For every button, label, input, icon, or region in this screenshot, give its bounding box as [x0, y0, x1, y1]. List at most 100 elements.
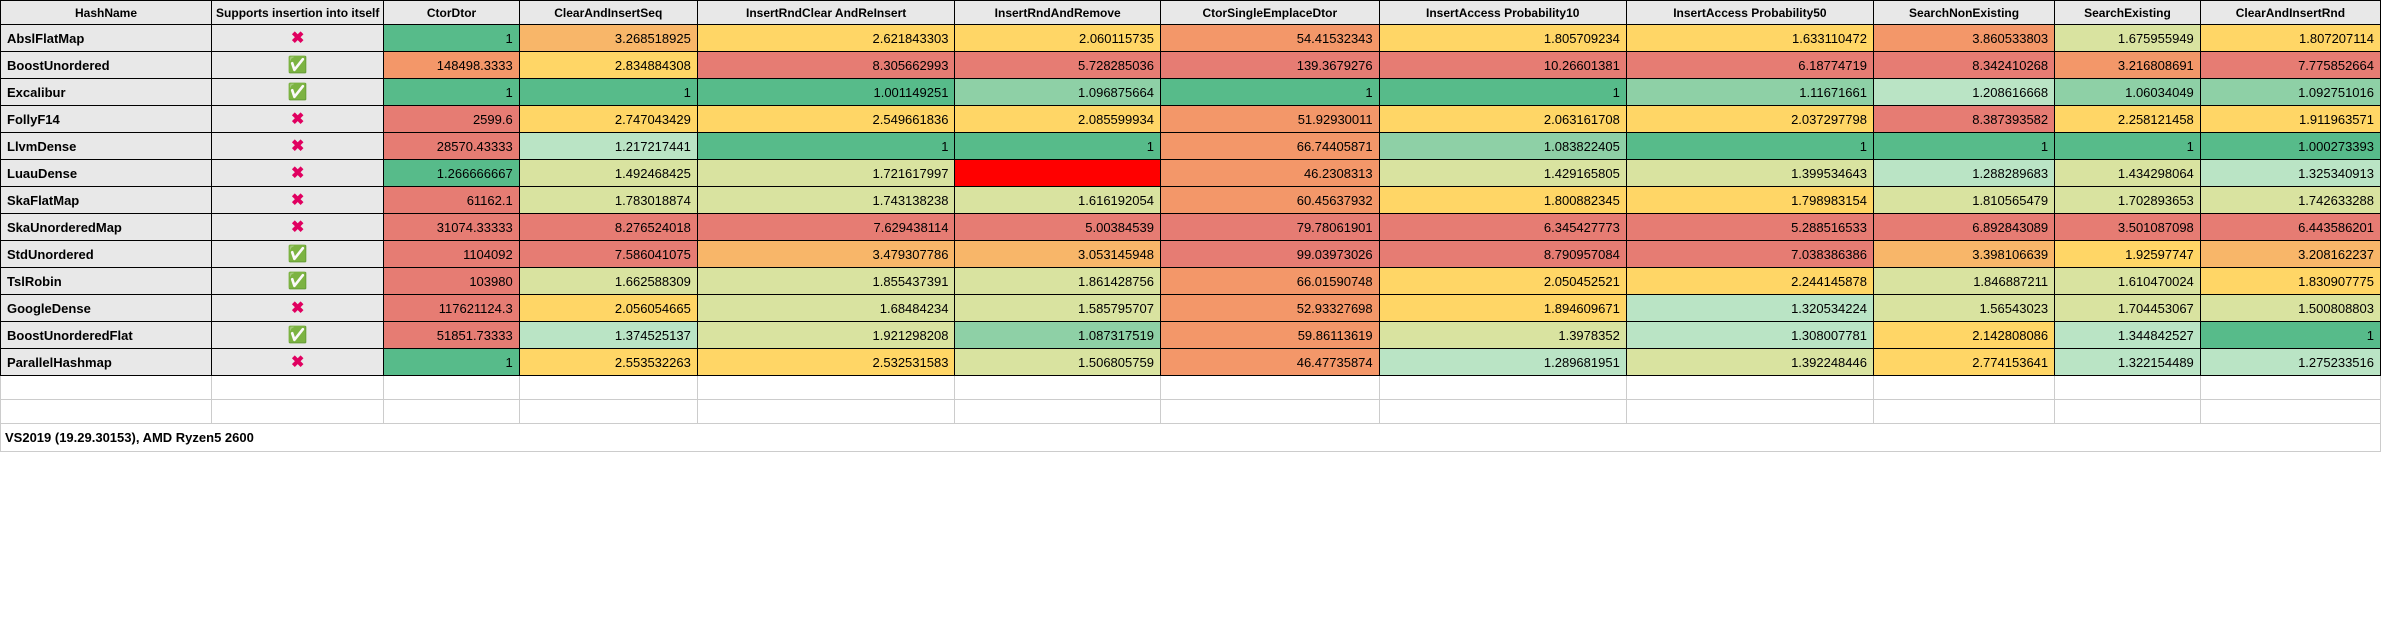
- value-cell[interactable]: 1: [384, 349, 519, 376]
- value-cell[interactable]: 1: [955, 133, 1161, 160]
- value-cell[interactable]: 1104092: [384, 241, 519, 268]
- hashname-cell[interactable]: ParallelHashmap: [1, 349, 212, 376]
- value-cell[interactable]: 1.320534224: [1626, 295, 1873, 322]
- col-searchnon[interactable]: SearchNonExisting: [1873, 1, 2054, 25]
- value-cell[interactable]: 2.060115735: [955, 25, 1161, 52]
- value-cell[interactable]: 2599.6: [384, 106, 519, 133]
- value-cell[interactable]: 7.629438114: [697, 214, 955, 241]
- value-cell[interactable]: 10.26601381: [1379, 52, 1626, 79]
- value-cell[interactable]: 2.037297798: [1626, 106, 1873, 133]
- value-cell[interactable]: 59.86113619: [1160, 322, 1379, 349]
- value-cell[interactable]: 1.861428756: [955, 268, 1161, 295]
- value-cell[interactable]: 1.742633288: [2200, 187, 2380, 214]
- value-cell[interactable]: 2.244145878: [1626, 268, 1873, 295]
- value-cell[interactable]: 1.810565479: [1873, 187, 2054, 214]
- value-cell[interactable]: 1.083822405: [1379, 133, 1626, 160]
- value-cell[interactable]: 1.289681951: [1379, 349, 1626, 376]
- col-ctorsingleemplace[interactable]: CtorSingleEmplaceDtor: [1160, 1, 1379, 25]
- value-cell[interactable]: 51851.73333: [384, 322, 519, 349]
- value-cell[interactable]: 1: [2055, 133, 2201, 160]
- value-cell[interactable]: 3.398106639: [1873, 241, 2054, 268]
- value-cell[interactable]: 1.087317519: [955, 322, 1161, 349]
- value-cell[interactable]: 1.846887211: [1873, 268, 2054, 295]
- value-cell[interactable]: [955, 160, 1161, 187]
- col-hashname[interactable]: HashName: [1, 1, 212, 25]
- value-cell[interactable]: 7.038386386: [1626, 241, 1873, 268]
- value-cell[interactable]: 1: [1873, 133, 2054, 160]
- value-cell[interactable]: 148498.3333: [384, 52, 519, 79]
- value-cell[interactable]: 103980: [384, 268, 519, 295]
- value-cell[interactable]: 3.860533803: [1873, 25, 2054, 52]
- value-cell[interactable]: 79.78061901: [1160, 214, 1379, 241]
- value-cell[interactable]: 2.063161708: [1379, 106, 1626, 133]
- hashname-cell[interactable]: LlvmDense: [1, 133, 212, 160]
- hashname-cell[interactable]: AbslFlatMap: [1, 25, 212, 52]
- col-clearinsertrnd[interactable]: ClearAndInsertRnd: [2200, 1, 2380, 25]
- value-cell[interactable]: 1.805709234: [1379, 25, 1626, 52]
- value-cell[interactable]: 1.921298208: [697, 322, 955, 349]
- value-cell[interactable]: 3.208162237: [2200, 241, 2380, 268]
- value-cell[interactable]: 31074.33333: [384, 214, 519, 241]
- hashname-cell[interactable]: SkaFlatMap: [1, 187, 212, 214]
- value-cell[interactable]: 1.585795707: [955, 295, 1161, 322]
- value-cell[interactable]: 1.000273393: [2200, 133, 2380, 160]
- value-cell[interactable]: 117621124.3: [384, 295, 519, 322]
- value-cell[interactable]: 2.549661836: [697, 106, 955, 133]
- value-cell[interactable]: 1.374525137: [519, 322, 697, 349]
- value-cell[interactable]: 139.3679276: [1160, 52, 1379, 79]
- value-cell[interactable]: 7.775852664: [2200, 52, 2380, 79]
- hashname-cell[interactable]: FollyF14: [1, 106, 212, 133]
- value-cell[interactable]: 1.325340913: [2200, 160, 2380, 187]
- value-cell[interactable]: 5.288516533: [1626, 214, 1873, 241]
- value-cell[interactable]: 1.675955949: [2055, 25, 2201, 52]
- value-cell[interactable]: 1.266666667: [384, 160, 519, 187]
- col-insertaccess10[interactable]: InsertAccess Probability10: [1379, 1, 1626, 25]
- value-cell[interactable]: 1.208616668: [1873, 79, 2054, 106]
- value-cell[interactable]: 1: [2200, 322, 2380, 349]
- value-cell[interactable]: 8.790957084: [1379, 241, 1626, 268]
- value-cell[interactable]: 1.275233516: [2200, 349, 2380, 376]
- value-cell[interactable]: 5.728285036: [955, 52, 1161, 79]
- value-cell[interactable]: 2.774153641: [1873, 349, 2054, 376]
- value-cell[interactable]: 1.399534643: [1626, 160, 1873, 187]
- value-cell[interactable]: 8.342410268: [1873, 52, 2054, 79]
- hashname-cell[interactable]: StdUnordered: [1, 241, 212, 268]
- value-cell[interactable]: 8.276524018: [519, 214, 697, 241]
- value-cell[interactable]: 46.2308313: [1160, 160, 1379, 187]
- value-cell[interactable]: 51.92930011: [1160, 106, 1379, 133]
- value-cell[interactable]: 1.92597747: [2055, 241, 2201, 268]
- value-cell[interactable]: 1.392248446: [1626, 349, 1873, 376]
- value-cell[interactable]: 2.056054665: [519, 295, 697, 322]
- value-cell[interactable]: 1.68484234: [697, 295, 955, 322]
- col-supports[interactable]: Supports insertion into itself: [212, 1, 384, 25]
- value-cell[interactable]: 66.01590748: [1160, 268, 1379, 295]
- value-cell[interactable]: 1.662588309: [519, 268, 697, 295]
- hashname-cell[interactable]: LuauDense: [1, 160, 212, 187]
- value-cell[interactable]: 2.747043429: [519, 106, 697, 133]
- value-cell[interactable]: 1.001149251: [697, 79, 955, 106]
- value-cell[interactable]: 1.830907775: [2200, 268, 2380, 295]
- value-cell[interactable]: 1.500808803: [2200, 295, 2380, 322]
- value-cell[interactable]: 2.621843303: [697, 25, 955, 52]
- value-cell[interactable]: 5.00384539: [955, 214, 1161, 241]
- value-cell[interactable]: 3.479307786: [697, 241, 955, 268]
- value-cell[interactable]: 1.798983154: [1626, 187, 1873, 214]
- value-cell[interactable]: 1.322154489: [2055, 349, 2201, 376]
- value-cell[interactable]: 1.429165805: [1379, 160, 1626, 187]
- value-cell[interactable]: 6.892843089: [1873, 214, 2054, 241]
- value-cell[interactable]: 1.616192054: [955, 187, 1161, 214]
- value-cell[interactable]: 6.443586201: [2200, 214, 2380, 241]
- col-clearinsertseq[interactable]: ClearAndInsertSeq: [519, 1, 697, 25]
- value-cell[interactable]: 1: [384, 25, 519, 52]
- value-cell[interactable]: 1: [1379, 79, 1626, 106]
- value-cell[interactable]: 2.258121458: [2055, 106, 2201, 133]
- value-cell[interactable]: 8.387393582: [1873, 106, 2054, 133]
- value-cell[interactable]: 1.308007781: [1626, 322, 1873, 349]
- value-cell[interactable]: 6.345427773: [1379, 214, 1626, 241]
- value-cell[interactable]: 52.93327698: [1160, 295, 1379, 322]
- value-cell[interactable]: 1.11671661: [1626, 79, 1873, 106]
- value-cell[interactable]: 1: [519, 79, 697, 106]
- value-cell[interactable]: 3.268518925: [519, 25, 697, 52]
- value-cell[interactable]: 66.74405871: [1160, 133, 1379, 160]
- hashname-cell[interactable]: TslRobin: [1, 268, 212, 295]
